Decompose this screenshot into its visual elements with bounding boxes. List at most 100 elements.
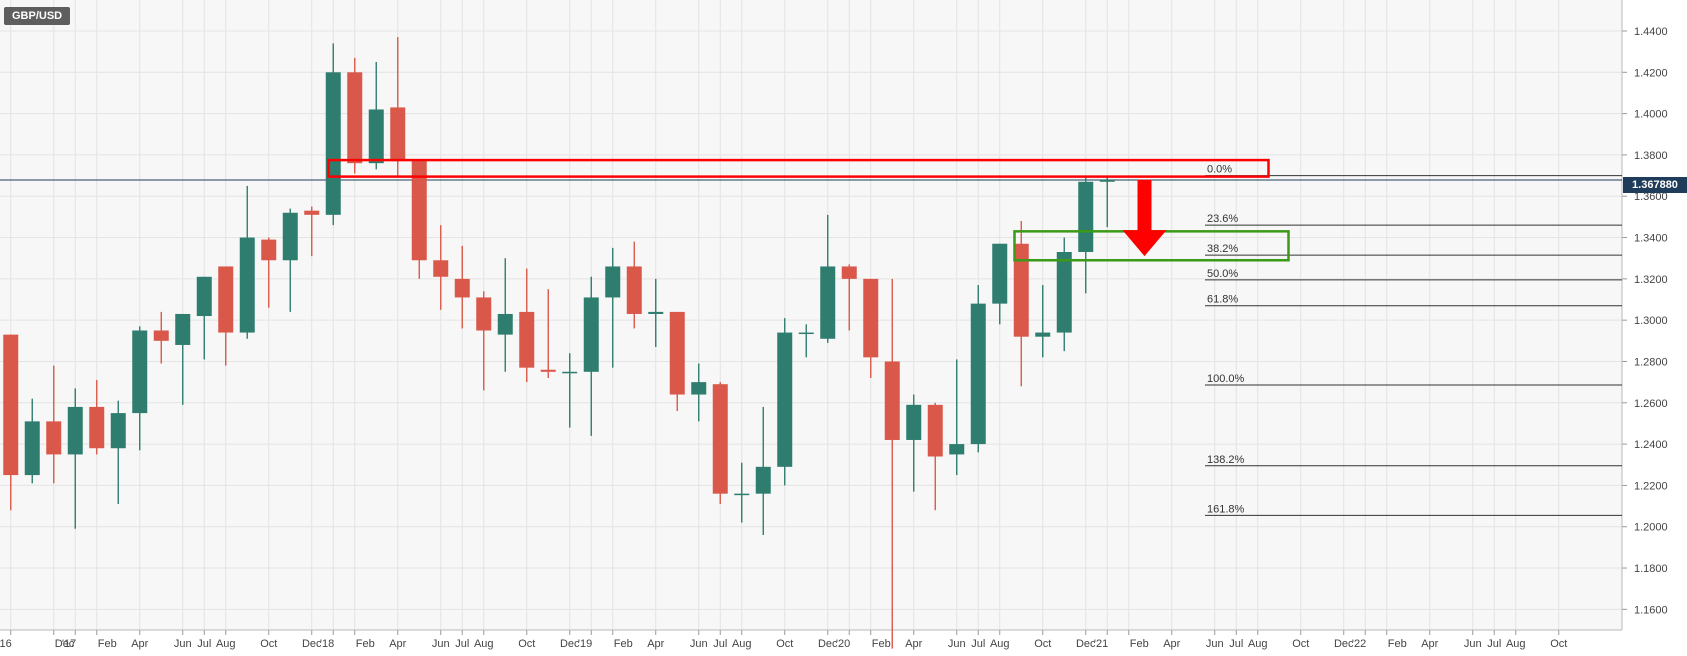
candle-body	[626, 266, 642, 314]
x-tick-label: Dec	[818, 638, 838, 650]
x-tick-label: Aug	[474, 638, 494, 650]
candle-body	[1099, 179, 1115, 182]
y-tick-label: 1.2600	[1634, 398, 1668, 410]
x-tick-label: '17	[62, 638, 76, 650]
candle-body	[583, 297, 599, 372]
candle-body	[1056, 252, 1072, 333]
candle-body	[67, 406, 83, 455]
candle-body	[261, 239, 277, 261]
x-tick-label: Jun	[174, 638, 192, 650]
candle-body	[239, 237, 255, 333]
x-tick-label: Apr	[131, 638, 148, 650]
y-tick-label: 1.3600	[1634, 191, 1668, 203]
x-tick-label: Aug	[216, 638, 236, 650]
fibonacci-level-label: 138.2%	[1207, 454, 1245, 466]
x-tick-label: Feb	[356, 638, 375, 650]
candle-body	[24, 421, 40, 476]
x-tick-label: Oct	[1034, 638, 1051, 650]
x-tick-label: '19	[578, 638, 592, 650]
x-tick-label: '21	[1094, 638, 1108, 650]
x-tick-label: Apr	[1163, 638, 1180, 650]
candle-body	[433, 260, 449, 277]
x-tick-label: Dec	[1334, 638, 1354, 650]
x-tick-label: '18	[320, 638, 334, 650]
last-price-badge: 1.367880	[1623, 177, 1687, 193]
candle-body	[368, 109, 384, 164]
candle-body	[906, 404, 922, 440]
fibonacci-level-label: 100.0%	[1207, 373, 1245, 385]
candle-body	[605, 266, 621, 298]
candle-body	[927, 404, 943, 457]
y-tick-label: 1.1800	[1634, 563, 1668, 575]
x-tick-label: Feb	[614, 638, 633, 650]
candle-body	[734, 493, 750, 496]
x-tick-label: Jul	[197, 638, 211, 650]
candle-body	[1035, 332, 1051, 337]
x-tick-label: Feb	[1130, 638, 1149, 650]
y-tick-label: 1.2800	[1634, 356, 1668, 368]
x-tick-label: Oct	[260, 638, 277, 650]
candle-body	[648, 311, 664, 314]
candle-body	[196, 276, 212, 317]
y-tick-label: 1.3000	[1634, 315, 1668, 327]
y-tick-label: 1.2400	[1634, 439, 1668, 451]
candle-body	[3, 334, 19, 476]
candle-body	[89, 406, 105, 449]
x-tick-label: Oct	[1550, 638, 1567, 650]
x-tick-label: Feb	[1388, 638, 1407, 650]
x-tick-label: Dec	[1076, 638, 1096, 650]
x-tick-label: Jul	[455, 638, 469, 650]
x-tick-label: Jun	[1206, 638, 1224, 650]
candle-body	[175, 313, 191, 345]
candle-body	[970, 303, 986, 445]
x-tick-label: '16	[0, 638, 12, 650]
x-tick-label: Oct	[518, 638, 535, 650]
x-tick-label: Feb	[98, 638, 117, 650]
down-arrow-icon	[1122, 179, 1167, 257]
resistance-zone-box	[327, 158, 1270, 178]
x-tick-label: Apr	[647, 638, 664, 650]
x-tick-label: Jul	[971, 638, 985, 650]
y-tick-label: 1.4400	[1634, 26, 1668, 38]
x-tick-label: Aug	[732, 638, 752, 650]
x-tick-label: Apr	[905, 638, 922, 650]
x-tick-label: '20	[836, 638, 850, 650]
x-tick-label: Dec	[302, 638, 322, 650]
candle-body	[949, 444, 965, 455]
candle-body	[669, 311, 685, 395]
fibonacci-level-label: 61.8%	[1207, 294, 1238, 306]
x-tick-label: Jul	[1229, 638, 1243, 650]
y-tick-label: 1.1600	[1634, 604, 1668, 616]
y-tick-label: 1.2200	[1634, 480, 1668, 492]
candle-body	[1078, 181, 1094, 252]
x-tick-label: Jun	[1464, 638, 1482, 650]
candle-body	[46, 421, 62, 455]
x-tick-label: Oct	[1292, 638, 1309, 650]
y-tick-label: 1.3400	[1634, 233, 1668, 245]
y-tick-label: 1.3800	[1634, 150, 1668, 162]
candle-body	[390, 107, 406, 162]
candle-body	[519, 311, 535, 368]
x-tick-label: Oct	[776, 638, 793, 650]
fibonacci-level-label: 161.8%	[1207, 503, 1245, 515]
price-axis-area	[1622, 0, 1687, 656]
candle-body	[540, 369, 556, 372]
candle-body	[282, 212, 298, 261]
candle-body	[347, 72, 363, 164]
y-tick-label: 1.4200	[1634, 67, 1668, 79]
time-axis-area	[0, 630, 1687, 656]
candle-body	[691, 382, 707, 395]
candle-body	[712, 384, 728, 494]
x-tick-label: Apr	[389, 638, 406, 650]
candle-body	[110, 413, 126, 449]
x-tick-label: Aug	[1248, 638, 1268, 650]
candle-body	[153, 330, 169, 341]
x-tick-label: Dec	[55, 638, 75, 650]
candle-body	[841, 266, 857, 279]
plot-area	[0, 0, 1622, 630]
candle-body	[863, 278, 879, 358]
candle-body	[820, 266, 836, 339]
x-tick-label: Apr	[1421, 638, 1438, 650]
candle-body	[476, 297, 492, 331]
candle-body	[411, 161, 427, 261]
